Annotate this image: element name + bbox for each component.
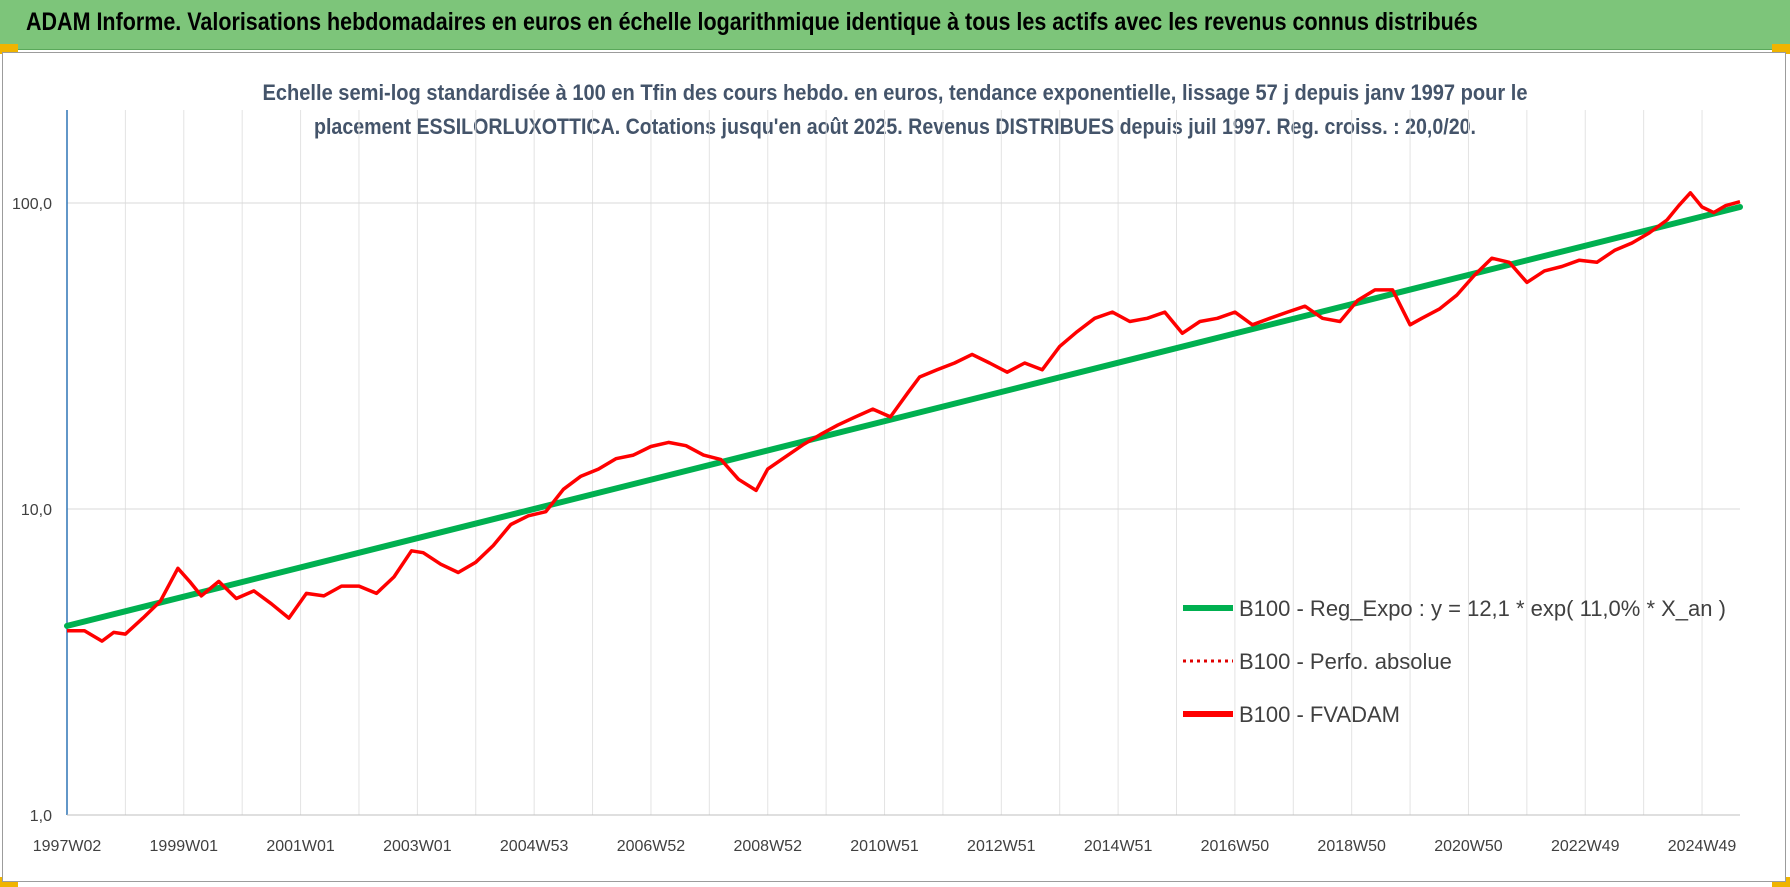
x-tick-label: 2012W51: [967, 838, 1036, 855]
x-tick-label: 2006W52: [617, 838, 686, 855]
chart-subtitle-line-1: Echelle semi-log standardisée à 100 en T…: [263, 80, 1528, 105]
series-fvadam-line: [67, 191, 1741, 643]
corner-marker-bottom-right: [1772, 877, 1790, 887]
legend: B100 - Reg_Expo : y = 12,1 * exp( 11,0% …: [1183, 596, 1726, 727]
chart-subtitle-line-2: placement ESSILORLUXOTTICA. Cotations ju…: [314, 114, 1476, 139]
series-reg-expo-line: [64, 204, 1743, 629]
x-tick-label: 2014W51: [1084, 838, 1153, 855]
y-tick-label: 100,0: [12, 196, 52, 213]
y-tick-label: 10,0: [21, 502, 52, 519]
x-tick-label: 2003W01: [383, 838, 452, 855]
corner-marker-left: [0, 44, 18, 54]
x-tick-label: 2001W01: [266, 838, 335, 855]
x-tick-label: 2008W52: [733, 838, 802, 855]
gridlines: [66, 110, 1740, 816]
y-tick-label: 1,0: [30, 808, 52, 825]
x-tick-label: 2016W50: [1201, 838, 1270, 855]
x-tick-label: 2022W49: [1551, 838, 1620, 855]
corner-marker-bottom-left: [0, 877, 18, 887]
x-tick-label: 1999W01: [150, 838, 219, 855]
x-tick-label: 1997W02: [33, 838, 102, 855]
series-lines: [64, 191, 1743, 643]
x-tick-label: 2004W53: [500, 838, 569, 855]
report-title: ADAM Informe. Valorisations hebdomadaire…: [26, 8, 1478, 36]
corner-marker-right: [1772, 44, 1790, 54]
report-banner: ADAM Informe. Valorisations hebdomadaire…: [0, 0, 1790, 50]
legend-entry: B100 - FVADAM: [1239, 702, 1400, 727]
x-tick-label: 2020W50: [1434, 838, 1503, 855]
axes: 1,0 10,0 100,0 1997W02 1999W01 2001W01 2003W01…: [12, 110, 1740, 855]
x-tick-label: 2010W51: [850, 838, 919, 855]
chart-area: [2, 52, 1786, 882]
x-tick-label: 2018W50: [1317, 838, 1386, 855]
legend-entry: B100 - Perfo. absolue: [1239, 649, 1452, 674]
legend-entry: B100 - Reg_Expo : y = 12,1 * exp( 11,0% …: [1239, 596, 1726, 621]
x-tick-label: 2024W49: [1668, 838, 1737, 855]
